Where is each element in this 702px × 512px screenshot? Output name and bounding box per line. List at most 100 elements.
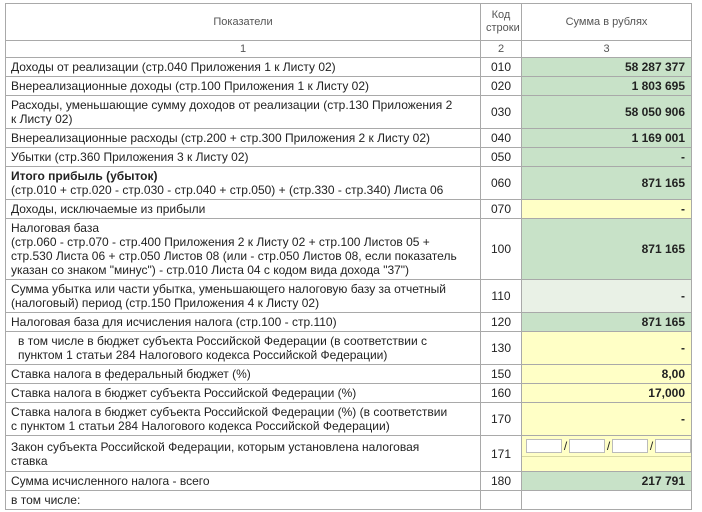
indicator-cell: Ставка налога в бюджет субъекта Российск… [5, 402, 481, 436]
header-cell: Код строки [480, 3, 522, 41]
table-row: Доходы, исключаемые из прибыли 070- [5, 199, 692, 219]
indicator-cell: Сумма исчисленного налога - всего [5, 471, 481, 491]
tax-table: Показатели Код строки Сумма в рублях 1 2… [5, 3, 692, 510]
sum-cell: - [521, 199, 692, 219]
table-row: Закон субъекта Российской Федерации, кот… [5, 435, 692, 472]
code-cell: 020 [480, 76, 522, 96]
numbering-cell: 1 [5, 40, 481, 58]
sum-cell: / / / [521, 435, 692, 472]
law-inputs: / / / [522, 436, 691, 456]
table-row: в том числе в бюджет субъекта Российской… [5, 331, 692, 365]
law-separator: / [563, 439, 568, 453]
code-cell: 171 [480, 435, 522, 472]
indicator-cell: Внереализационные доходы (стр.100 Прилож… [5, 76, 481, 96]
indicator-title: Налоговая база [11, 221, 99, 235]
indicator-cell: в том числе в бюджет субъекта Российской… [5, 331, 481, 365]
sum-cell: 871 165 [521, 166, 692, 200]
indicator-cell: Доходы, исключаемые из прибыли [5, 199, 481, 219]
table-row: Расходы, уменьшающие сумму доходов от ре… [5, 95, 692, 129]
indicator-label: Ставка налога в бюджет субъекта Российск… [11, 386, 357, 400]
code-cell: 010 [480, 57, 522, 77]
table-row: Убытки (стр.360 Приложения 3 к Листу 02)… [5, 147, 692, 167]
code-cell: 030 [480, 95, 522, 129]
sum-cell: 217 791 [521, 471, 692, 491]
indicator-title: Итого прибыль (убыток) [11, 169, 158, 183]
sum-cell: - [521, 402, 692, 436]
indicator-cell: Налоговая база (стр.060 - стр.070 - стр.4… [5, 218, 481, 280]
law-input[interactable] [655, 439, 691, 453]
indicator-label: в том числе: [11, 493, 81, 507]
indicator-cell: Итого прибыль (убыток) (стр.010 + стр.020… [5, 166, 481, 200]
sum-cell: 17,000 [521, 383, 692, 403]
code-cell: 180 [480, 471, 522, 491]
indicator-cell: Ставка налога в бюджет субъекта Российск… [5, 383, 481, 403]
indicator-label: Расходы, уменьшающие сумму доходов от ре… [11, 98, 453, 126]
law-separator: / [649, 439, 654, 453]
table-row: Сумма убытка или части убытка, уменьшающ… [5, 279, 692, 313]
code-cell: 160 [480, 383, 522, 403]
code-cell: 130 [480, 331, 522, 365]
header-row: Показатели Код строки Сумма в рублях [5, 3, 692, 41]
table-row: Итого прибыль (убыток) (стр.010 + стр.020… [5, 166, 692, 200]
indicator-label: Доходы, исключаемые из прибыли [11, 202, 206, 216]
sum-cell: - [521, 279, 692, 313]
indicator-label: Внереализационные расходы (стр.200 + стр… [11, 131, 431, 145]
indicator-label: Ставка налога в федеральный бюджет (%) [11, 367, 251, 381]
table-row: Налоговая база (стр.060 - стр.070 - стр.4… [5, 218, 692, 280]
indicator-label: Налоговая база для исчисления налога (ст… [11, 315, 337, 329]
sum-cell: 1 169 001 [521, 128, 692, 148]
code-cell: 050 [480, 147, 522, 167]
indicator-cell: Налоговая база для исчисления налога (ст… [5, 312, 481, 332]
sum-cell: 58 050 906 [521, 95, 692, 129]
code-cell: 120 [480, 312, 522, 332]
indicator-label: Сумма убытка или части убытка, уменьшающ… [11, 282, 446, 310]
code-cell: 040 [480, 128, 522, 148]
law-strip [522, 456, 691, 471]
sum-cell: 8,00 [521, 364, 692, 384]
indicator-label: (стр.010 + стр.020 - стр.030 - стр.040 +… [11, 183, 444, 197]
indicator-cell: Убытки (стр.360 Приложения 3 к Листу 02) [5, 147, 481, 167]
code-cell: 170 [480, 402, 522, 436]
table-row: Ставка налога в бюджет субъекта Российск… [5, 402, 692, 436]
table-body: Показатели Код строки Сумма в рублях 1 2… [5, 3, 692, 510]
table-row: Внереализационные расходы (стр.200 + стр… [5, 128, 692, 148]
table-row: в том числе: [5, 490, 692, 510]
law-separator: / [606, 439, 611, 453]
sum-cell: - [521, 147, 692, 167]
header-cell: Показатели [5, 3, 481, 41]
sum-cell: 871 165 [521, 312, 692, 332]
numbering-cell: 2 [480, 40, 522, 58]
code-cell [480, 490, 522, 510]
law-input[interactable] [569, 439, 605, 453]
table-row: Ставка налога в бюджет субъекта Российск… [5, 383, 692, 403]
table-row: Сумма исчисленного налога - всего 180 217 … [5, 471, 692, 491]
indicator-cell: Доходы от реализации (стр.040 Приложения… [5, 57, 481, 77]
table-row: Внереализационные доходы (стр.100 Прилож… [5, 76, 692, 96]
indicator-cell: в том числе: [5, 490, 481, 510]
indicator-label: в том числе в бюджет субъекта Российской… [18, 334, 428, 362]
indicator-label: Сумма исчисленного налога - всего [11, 474, 210, 488]
code-cell: 110 [480, 279, 522, 313]
code-cell: 070 [480, 199, 522, 219]
law-input[interactable] [526, 439, 562, 453]
indicator-label: Ставка налога в бюджет субъекта Российск… [11, 405, 448, 433]
indicator-cell: Внереализационные расходы (стр.200 + стр… [5, 128, 481, 148]
indicator-cell: Сумма убытка или части убытка, уменьшающ… [5, 279, 481, 313]
form-container: Показатели Код строки Сумма в рублях 1 2… [5, 3, 692, 510]
code-cell: 150 [480, 364, 522, 384]
sum-cell [521, 490, 692, 510]
table-row: Налоговая база для исчисления налога (ст… [5, 312, 692, 332]
law-input[interactable] [612, 439, 648, 453]
indicator-label: Доходы от реализации (стр.040 Приложения… [11, 60, 336, 74]
sum-cell: - [521, 331, 692, 365]
indicator-cell: Ставка налога в федеральный бюджет (%) [5, 364, 481, 384]
sum-cell: 871 165 [521, 218, 692, 280]
table-row: Ставка налога в федеральный бюджет (%) 15… [5, 364, 692, 384]
sum-cell: 58 287 377 [521, 57, 692, 77]
numbering-row: 1 2 3 [5, 40, 692, 58]
indicator-label: Закон субъекта Российской Федерации, кот… [11, 439, 420, 468]
numbering-cell: 3 [521, 40, 692, 58]
indicator-label: (стр.060 - стр.070 - стр.400 Приложения … [11, 235, 457, 277]
